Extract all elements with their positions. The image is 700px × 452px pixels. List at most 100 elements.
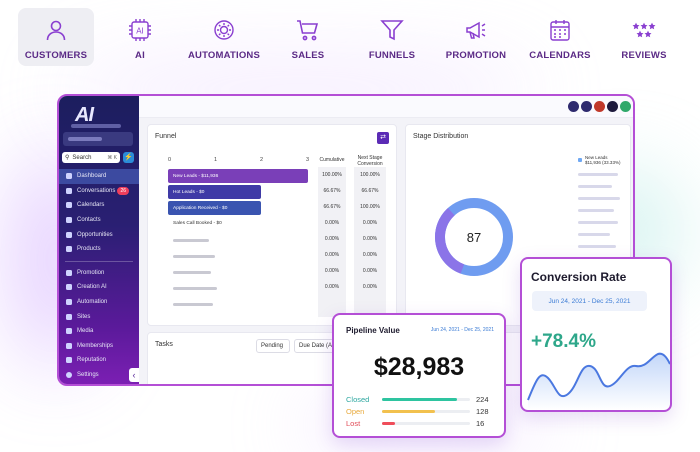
pipeline-bar-fill xyxy=(382,422,396,425)
bell-icon[interactable] xyxy=(594,101,605,112)
funnel-stage-placeholder xyxy=(173,239,209,242)
opportunities-icon xyxy=(66,231,72,238)
legend-item: New Leads $11,936 (33.33%) xyxy=(578,155,620,165)
stars-icon xyxy=(632,22,656,38)
pipeline-row-count: 128 xyxy=(476,407,489,416)
axis-tick: 0 xyxy=(168,157,172,163)
filter-label: Pending xyxy=(261,343,284,349)
sidebar-item-label: Conversations xyxy=(77,187,116,194)
nav-label: REVIEWS xyxy=(621,50,667,61)
sidebar-item-opportunities[interactable]: Opportunities xyxy=(59,227,139,242)
dollar-icon xyxy=(66,246,72,253)
nav-reviews[interactable]: REVIEWS xyxy=(606,8,682,66)
media-icon xyxy=(66,328,72,335)
cart-icon xyxy=(297,20,319,41)
ai-icon xyxy=(66,284,72,291)
sidebar-item-promotion[interactable]: Promotion xyxy=(59,266,139,281)
nav-label: AI xyxy=(135,50,145,61)
axis-tick: 1 xyxy=(214,157,218,163)
cumulative-value: 66.67% xyxy=(323,204,341,210)
conversion-title: Conversion Rate xyxy=(531,270,627,284)
search-shortcut: ⌘ K xyxy=(107,154,117,161)
cumulative-column xyxy=(318,167,346,317)
sidebar-item-label: Promotion xyxy=(77,269,105,276)
avatar[interactable] xyxy=(620,101,631,112)
swap-icon[interactable]: ⇄ xyxy=(377,132,389,144)
collapse-sidebar-button[interactable]: ‹ xyxy=(129,368,139,382)
pipeline-value-card: Pipeline Value Jun 24, 2021 - Dec 25, 20… xyxy=(332,313,506,438)
sidebar-item-label: Reputation xyxy=(77,357,107,364)
cumulative-value: 100.00% xyxy=(322,172,342,178)
sidebar-divider xyxy=(65,260,133,262)
sidebar-item-products[interactable]: Products xyxy=(59,242,139,257)
sidebar-menu: Dashboard Conversations 26 Calendars Cont… xyxy=(59,169,139,368)
sidebar-item-conversations[interactable]: Conversations 26 xyxy=(59,184,139,199)
sidebar-item-dashboard[interactable]: Dashboard xyxy=(59,169,139,184)
next-stage-value: 0.00% xyxy=(362,220,378,226)
pipeline-bar-fill xyxy=(382,398,457,401)
megaphone-icon xyxy=(466,21,486,39)
nav-ai[interactable]: AI AI xyxy=(102,8,178,66)
help-icon[interactable] xyxy=(607,101,618,112)
funnel-bar-label: New Leads - $11,936 xyxy=(173,173,219,179)
automation-gear-icon xyxy=(214,20,234,40)
task-sort-filter[interactable]: Due Date (A xyxy=(294,339,336,353)
sidebar-item-calendars[interactable]: Calendars xyxy=(59,198,139,213)
legend-swatch xyxy=(578,158,582,162)
sidebar-item-label: Creation AI xyxy=(77,284,107,291)
filter-label: Due Date (A xyxy=(299,343,333,349)
funnel-bar-new-leads[interactable]: New Leads - $11,936 xyxy=(168,169,308,183)
sidebar-item-label: Dashboard xyxy=(77,173,107,180)
membership-icon xyxy=(66,342,72,349)
legend-label: New Leads xyxy=(585,155,608,160)
sidebar-item-memberships[interactable]: Memberships xyxy=(59,339,139,354)
chat-icon xyxy=(66,187,72,194)
sidebar-item-creation-ai[interactable]: Creation AI xyxy=(59,280,139,295)
nav-automations[interactable]: AUTOMATIONS xyxy=(186,8,262,66)
pipeline-bar-track xyxy=(382,398,470,401)
account-switcher[interactable] xyxy=(63,132,133,146)
sidebar-item-media[interactable]: Media xyxy=(59,324,139,339)
sidebar-item-sites[interactable]: Sites xyxy=(59,309,139,324)
nav-sales[interactable]: SALES xyxy=(270,8,346,66)
ai-chip-text: AI xyxy=(136,27,144,36)
sidebar-item-label: Memberships xyxy=(77,342,114,349)
gear-icon xyxy=(66,372,72,378)
phone-icon[interactable] xyxy=(568,101,579,112)
pipeline-bar-track xyxy=(382,410,470,413)
sidebar-item-label: Automation xyxy=(77,299,108,306)
next-stage-header: Next Stage Conversion xyxy=(357,155,383,167)
funnel-bar-hot-leads[interactable]: Hot Leads - $0 xyxy=(168,185,261,199)
search-input[interactable]: ⚲ Search ⌘ K xyxy=(62,152,120,163)
dashboard-icon xyxy=(66,173,72,180)
ai-chip-icon: AI xyxy=(129,19,151,41)
megaphone-icon[interactable] xyxy=(581,101,592,112)
nav-calendars[interactable]: CALENDARS xyxy=(522,8,598,66)
pipeline-bar-fill xyxy=(382,410,435,413)
task-status-filter[interactable]: Pending xyxy=(256,339,290,353)
next-stage-value: 66.67% xyxy=(361,188,379,194)
funnel-icon xyxy=(380,20,404,41)
cumulative-value: 0.00% xyxy=(324,220,340,226)
pipeline-date-range: Jun 24, 2021 - Dec 25, 2021 xyxy=(430,327,494,333)
sidebar-item-label: Calendars xyxy=(77,202,105,209)
sidebar-item-automation[interactable]: Automation xyxy=(59,295,139,310)
axis-tick: 2 xyxy=(260,157,264,163)
funnel-stage-placeholder xyxy=(173,255,215,258)
sidebar-item-label: Settings xyxy=(77,372,99,378)
sidebar-item-settings[interactable]: Settings xyxy=(66,372,99,378)
next-stage-value: 0.00% xyxy=(362,236,378,242)
nav-customers[interactable]: CUSTOMERS xyxy=(18,8,94,66)
next-stage-value: 0.00% xyxy=(362,284,378,290)
conversion-date-range: Jun 24, 2021 - Dec 25, 2021 xyxy=(532,291,647,311)
sidebar-item-reputation[interactable]: Reputation xyxy=(59,353,139,368)
cumulative-value: 0.00% xyxy=(324,236,340,242)
nav-funnels[interactable]: FUNNELS xyxy=(354,8,430,66)
cumulative-value: 0.00% xyxy=(324,284,340,290)
card-title: Tasks xyxy=(155,341,173,348)
funnel-bar-application[interactable]: Application Received - $0 xyxy=(168,201,261,215)
globe-icon xyxy=(66,313,72,320)
nav-promotion[interactable]: PROMOTION xyxy=(438,8,514,66)
quick-action-bolt-icon[interactable]: ⚡ xyxy=(123,152,134,163)
sidebar-item-contacts[interactable]: Contacts xyxy=(59,213,139,228)
